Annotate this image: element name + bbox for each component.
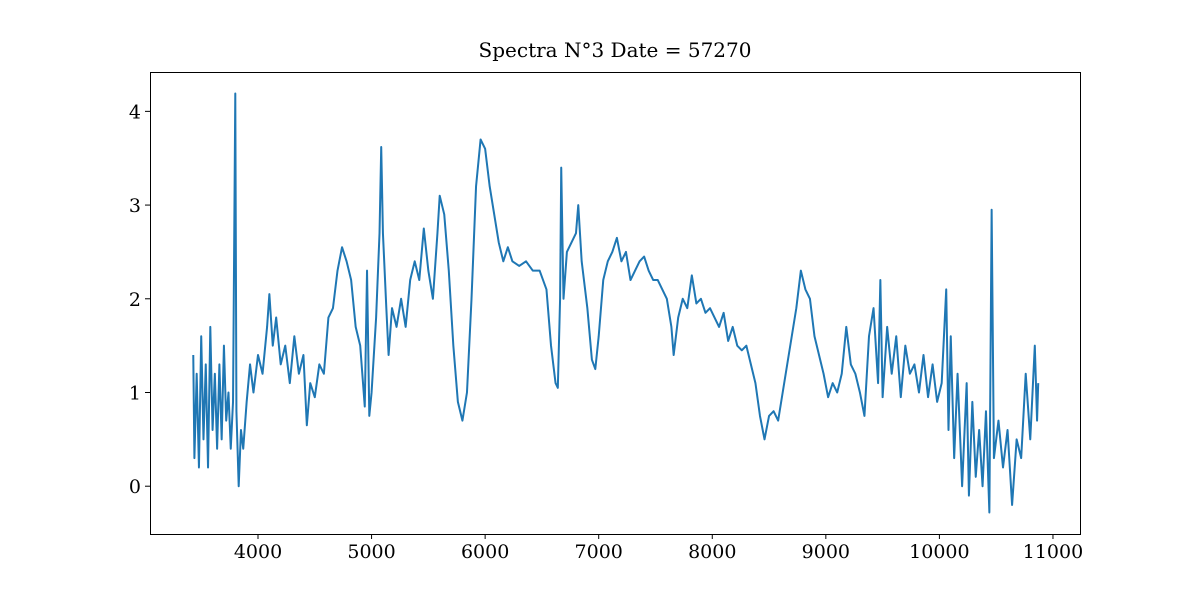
y-tick-label: 4: [129, 101, 141, 123]
x-tick-label: 7000: [575, 541, 623, 563]
x-tick-label: 5000: [347, 541, 395, 563]
x-tick-label: 6000: [461, 541, 509, 563]
spectrum-line: [192, 92, 1040, 514]
x-tick-label: 9000: [802, 541, 850, 563]
y-tick-label: 0: [129, 476, 141, 498]
x-tick-label: 11000: [1023, 541, 1083, 563]
x-tick-label: 10000: [909, 541, 969, 563]
y-tick-label: 1: [129, 382, 141, 404]
x-tick-label: 4000: [234, 541, 282, 563]
y-tick-label: 2: [129, 289, 141, 311]
x-tick-label: 8000: [688, 541, 736, 563]
chart-title: Spectra N°3 Date = 57270: [479, 38, 752, 62]
y-tick-label: 3: [129, 195, 141, 217]
plot-frame: [150, 72, 1081, 535]
